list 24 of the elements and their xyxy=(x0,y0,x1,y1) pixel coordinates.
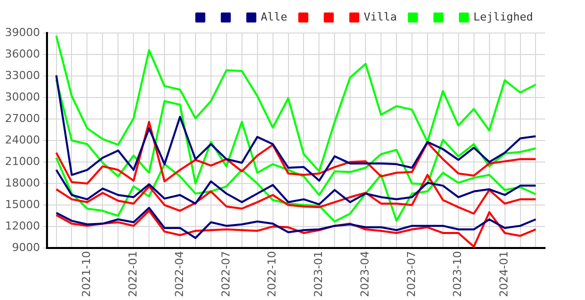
x-tick-label: 2022-01 xyxy=(126,251,140,298)
y-tick-label: 9000 xyxy=(12,240,40,254)
x-tick-label: 2021-10 xyxy=(80,251,94,298)
y-tick-label: 15000 xyxy=(4,198,40,211)
x-tick-label: 2023-10 xyxy=(451,251,464,298)
legend-label: Alle xyxy=(260,10,288,24)
x-tick-label: 2022-10 xyxy=(266,251,279,298)
y-tick-label: 30000 xyxy=(4,90,40,104)
y-tick-label: 27000 xyxy=(4,112,40,125)
y-tick-label: 21000 xyxy=(4,154,40,168)
x-tick-label: 2023-07 xyxy=(404,251,418,298)
x-tick-label: 2023-04 xyxy=(358,251,372,298)
y-tick-label: 24000 xyxy=(4,133,40,146)
x-tick-label: 2023-01 xyxy=(312,251,326,298)
y-tick-label: 39000 xyxy=(4,26,40,39)
x-tick-label: 2024-01 xyxy=(498,251,511,298)
x-tick-label: 2022-07 xyxy=(219,251,232,298)
y-tick-label: 36000 xyxy=(4,47,40,60)
y-tick-label: 12000 xyxy=(4,219,40,232)
legend-label: Villa xyxy=(364,10,397,24)
y-tick-label: 18000 xyxy=(4,176,40,190)
x-tick-label: 2022-04 xyxy=(172,251,186,298)
legend-label: Lejlighed xyxy=(473,10,534,24)
y-tick-label: 33000 xyxy=(4,68,40,82)
